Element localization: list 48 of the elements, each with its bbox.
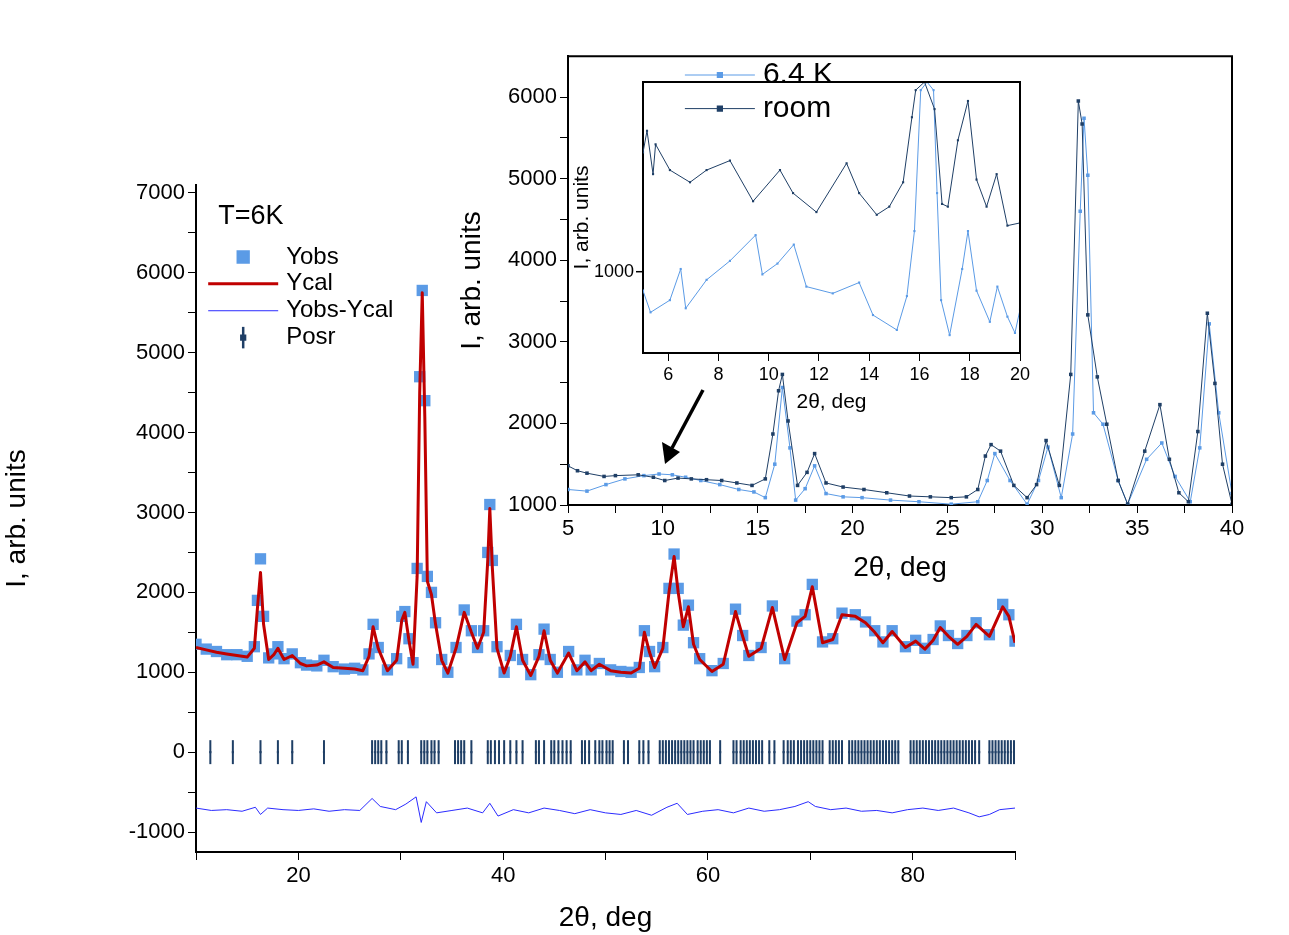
y-tick-label: -1000 xyxy=(128,818,185,844)
x-tick-label: 18 xyxy=(959,363,980,384)
x-tick-label: 25 xyxy=(935,515,960,541)
y-tick-label: 1000 xyxy=(136,658,185,684)
x-tick-label: 8 xyxy=(713,363,724,384)
legend-label: Ycal xyxy=(286,268,333,296)
y-tick-label: 0 xyxy=(172,738,185,764)
y-tick-label: 3000 xyxy=(136,498,185,524)
x-tick-label: 30 xyxy=(1030,515,1055,541)
y-tick-label: 5000 xyxy=(508,164,557,190)
x-tick-label: 14 xyxy=(859,363,880,384)
y-axis-title: I, arb. units xyxy=(454,211,486,350)
y-tick-label: 2000 xyxy=(508,409,557,435)
x-tick-label: 10 xyxy=(650,515,676,541)
legend-label: Yobs xyxy=(286,241,339,269)
x-tick-label: 40 xyxy=(490,862,516,888)
y-tick-label: 3000 xyxy=(508,327,557,353)
y-axis-title: I, arb. units xyxy=(569,165,593,270)
legend-label: Yobs-Ycal xyxy=(286,295,394,323)
x-tick-label: 12 xyxy=(808,363,829,384)
legend-title: T=6K xyxy=(218,199,284,230)
y-tick-label: 4000 xyxy=(136,418,185,444)
x-tick-label: 20 xyxy=(840,515,865,541)
y-tick-label: 1000 xyxy=(508,491,557,517)
x-tick-label: 16 xyxy=(909,363,930,384)
x-axis-title: 2θ, deg xyxy=(853,550,947,582)
x-tick-label: 20 xyxy=(1009,363,1031,384)
y-tick-label: 2000 xyxy=(136,578,185,604)
x-tick-label: 60 xyxy=(695,862,721,888)
y-tick-label: 4000 xyxy=(508,246,557,272)
x-tick-label: 20 xyxy=(286,862,311,888)
legend-label: Posr xyxy=(286,322,336,350)
annotation: 1000 xyxy=(593,260,634,281)
y-tick-label: 5000 xyxy=(136,338,185,364)
y-tick-label: 6000 xyxy=(136,258,185,284)
x-tick-label: 35 xyxy=(1124,515,1150,541)
x-tick-label: 6 xyxy=(663,363,674,384)
x-tick-label: 10 xyxy=(758,363,779,384)
x-axis-title: 2θ, deg xyxy=(558,900,653,932)
x-tick-label: 40 xyxy=(1219,515,1245,541)
x-tick-label: 15 xyxy=(745,515,770,541)
y-tick-label: 7000 xyxy=(136,179,185,205)
x-tick-label: 80 xyxy=(900,862,925,888)
x-axis-title: 2θ, deg xyxy=(796,389,867,413)
y-tick-label: 6000 xyxy=(508,83,557,109)
x-tick-label: 5 xyxy=(561,515,575,541)
legend-label: room xyxy=(762,89,832,123)
y-axis-title: I, arb. units xyxy=(0,449,31,588)
